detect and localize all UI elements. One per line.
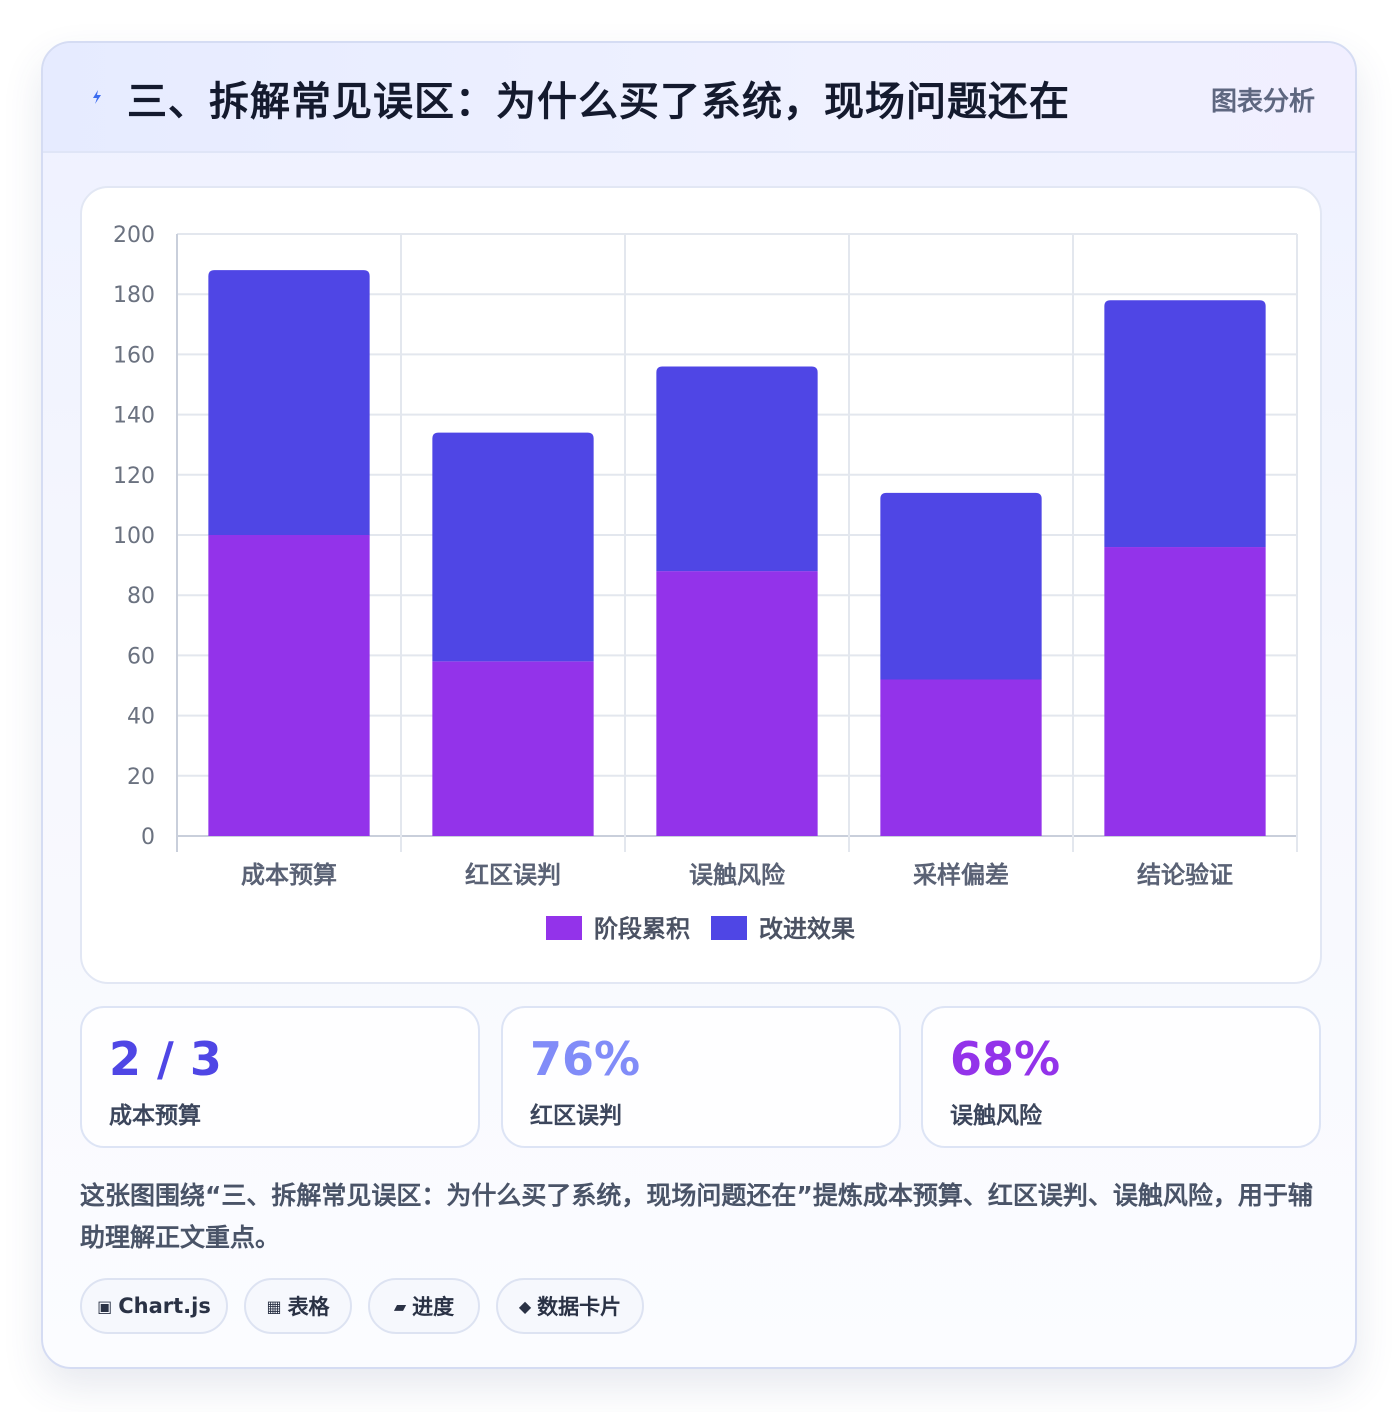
legend-swatch: [546, 916, 582, 940]
y-tick-label: 20: [127, 765, 155, 790]
chart-icon: ▣: [97, 1296, 113, 1316]
chart-card: 三、拆解常见误区：为什么买了系统，现场问题还在 图表分析 0 20 40 60 80 10…: [41, 41, 1357, 1369]
stat-card-2: 76% 红区误判: [501, 1006, 901, 1148]
progress-icon: ▰: [393, 1296, 407, 1316]
bar-segment: [432, 432, 594, 662]
chip-label: 表格: [287, 1295, 330, 1319]
stat-label: 红区误判: [530, 1103, 622, 1129]
bar-segment: [656, 571, 818, 836]
y-tick-label: 80: [127, 584, 155, 609]
bar-segment: [1104, 547, 1266, 836]
stat-value: 76%: [530, 1032, 641, 1086]
bar-segment: [432, 661, 594, 836]
chip-label: 进度: [412, 1295, 455, 1319]
bar-segment: [880, 679, 1042, 836]
stat-label: 误触风险: [950, 1103, 1042, 1129]
stat-label: 成本预算: [109, 1103, 201, 1129]
y-tick-label: 200: [113, 223, 155, 248]
y-tick-label: 0: [141, 825, 155, 850]
diamond-icon: ◆: [518, 1296, 532, 1316]
bar-segment: [1104, 300, 1266, 548]
x-tick-label: 误触风险: [689, 861, 786, 889]
stat-value: 2 / 3: [109, 1032, 222, 1086]
chip-table[interactable]: ▦ 表格: [244, 1278, 352, 1334]
y-tick-label: 40: [127, 705, 155, 730]
y-tick-label: 120: [113, 464, 155, 489]
y-tick-label: 100: [113, 524, 155, 549]
x-tick-label: 结论验证: [1137, 861, 1233, 889]
chart-summary: 这张图围绕“三、拆解常见误区：为什么买了系统，现场问题还在”提炼成本预算、红区误…: [80, 1181, 1313, 1252]
chip-label: 数据卡片: [537, 1295, 622, 1319]
legend-label: 改进效果: [759, 915, 855, 943]
stacked-bar-chart: 0 20 40 60 80 100 120 140 160 180 200 成本预算 红区误判 误触风险 采…: [113, 223, 1298, 943]
chip-chartjs[interactable]: ▣ Chart.js: [80, 1278, 228, 1334]
x-tick-label: 红区误判: [465, 861, 561, 889]
stat-card-3: 68% 误触风险: [921, 1006, 1321, 1148]
stat-card-1: 2 / 3 成本预算: [80, 1006, 480, 1148]
lightning-icon: [93, 90, 101, 104]
header-tag: 图表分析: [1210, 87, 1315, 117]
table-icon: ▦: [266, 1296, 282, 1316]
chip-data-card[interactable]: ◆ 数据卡片: [496, 1278, 644, 1334]
bar-segment: [656, 366, 818, 572]
bar-segment: [880, 492, 1042, 680]
x-tick-label: 采样偏差: [913, 861, 1009, 889]
y-tick-label: 140: [113, 404, 155, 429]
bar-segment: [208, 535, 370, 836]
bar-segment: [208, 270, 370, 535]
page-title: 三、拆解常见误区：为什么买了系统，现场问题还在: [127, 79, 1070, 125]
y-tick-label: 60: [127, 644, 155, 669]
y-tick-label: 160: [113, 343, 155, 368]
legend-swatch: [711, 916, 747, 940]
y-tick-label: 180: [113, 283, 155, 308]
legend-label: 阶段累积: [594, 915, 690, 943]
chip-progress[interactable]: ▰ 进度: [368, 1278, 480, 1334]
stat-value: 68%: [950, 1032, 1061, 1086]
card-header: 三、拆解常见误区：为什么买了系统，现场问题还在 图表分析: [43, 43, 1355, 153]
chart-panel: 0 20 40 60 80 100 120 140 160 180 200 成本预算 红区误判 误触风险 采…: [80, 186, 1322, 984]
x-tick-label: 成本预算: [241, 861, 337, 889]
chip-label: Chart.js: [118, 1294, 211, 1318]
